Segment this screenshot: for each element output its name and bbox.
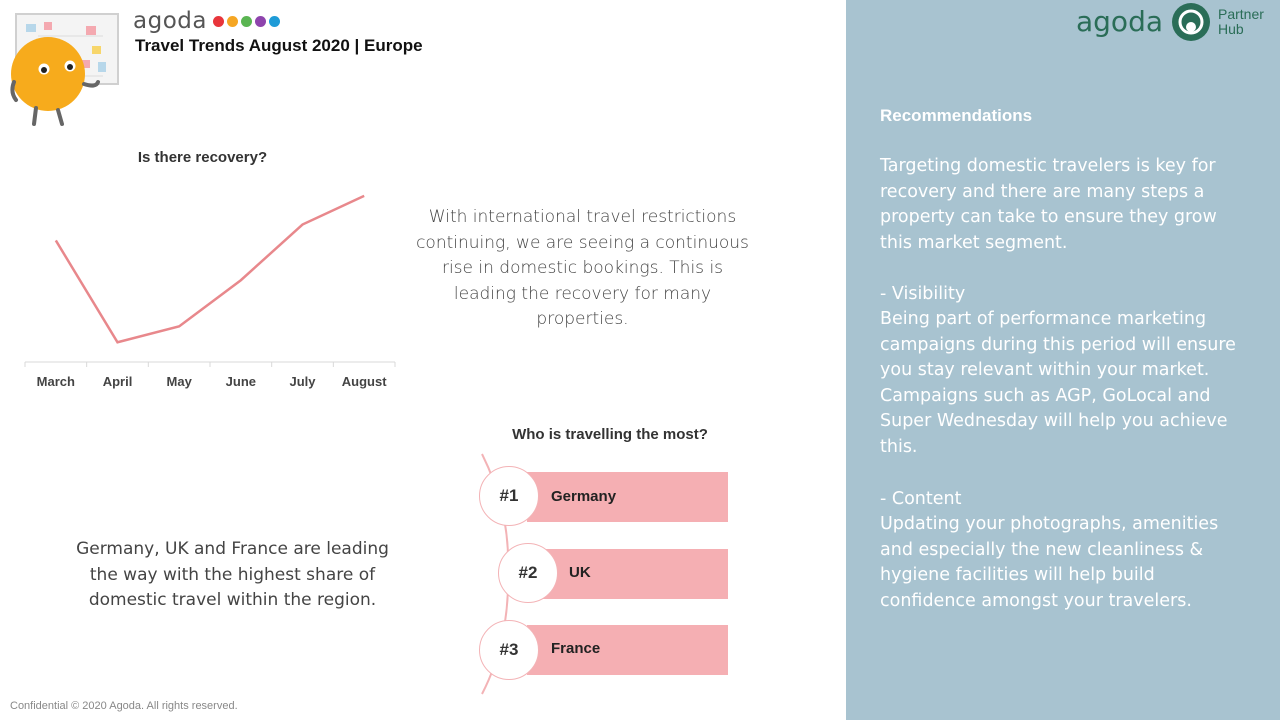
x-tick-label-july: July	[289, 374, 316, 389]
content-heading: - Content	[880, 489, 962, 509]
logo-dot-red	[213, 16, 224, 27]
recovery-line-chart: March April May June July August	[24, 194, 396, 389]
rank-bar-3	[527, 625, 728, 675]
logo-dot-orange	[227, 16, 238, 27]
x-tick-label-may: May	[167, 374, 193, 389]
agoda-partner-hub-logo: agoda Partner Hub	[1076, 3, 1276, 45]
chart-title: Is there recovery?	[137, 149, 268, 166]
top-countries-insight: Germany, UK and France are leading the w…	[76, 539, 389, 611]
rank-badge-2: #2	[498, 543, 558, 603]
logo-dot-blue	[269, 16, 280, 27]
page-title: Travel Trends August 2020 | Europe	[135, 36, 423, 55]
agoda-logo-text: agoda	[133, 8, 207, 34]
rank-bar-1	[527, 472, 728, 522]
agoda-mascot-illustration	[10, 13, 119, 126]
logo-dot-purple	[255, 16, 266, 27]
rank-badge-3: #3	[479, 620, 539, 680]
rank-bar-2	[527, 549, 728, 599]
rank-badge-1: #1	[479, 466, 539, 526]
recovery-series-line	[54, 194, 365, 344]
content-body: Updating your photographs, amenities and…	[880, 514, 1219, 611]
rank-country-3: France	[551, 640, 601, 657]
recommendations-heading: Recommendations	[880, 106, 1033, 125]
partner-hub-text: Partner Hub	[1218, 6, 1264, 37]
partner-hub-badge-icon	[1172, 3, 1210, 41]
ranking-title: Who is travelling the most?	[512, 426, 708, 443]
x-tick-label-june: June	[226, 374, 256, 389]
logo-dot-green	[241, 16, 252, 27]
x-tick-label-august: August	[342, 374, 387, 389]
domestic-bookings-insight: With international travel restrictions c…	[416, 207, 749, 330]
visibility-heading: - Visibility	[880, 284, 966, 304]
visibility-body: Being part of performance marketing camp…	[880, 309, 1236, 457]
partner-logo-text: agoda	[1076, 5, 1163, 38]
footer-copyright: Confidential © 2020 Agoda. All rights re…	[10, 700, 238, 712]
x-tick-label-march: March	[37, 374, 75, 389]
x-tick-label-april: April	[103, 374, 133, 389]
rank-country-2: UK	[569, 564, 591, 581]
rank-country-1: Germany	[551, 488, 617, 505]
agoda-logo-dots	[213, 16, 280, 27]
recommendations-panel	[846, 0, 1280, 720]
recommendations-intro: Targeting domestic travelers is key for …	[880, 156, 1217, 253]
